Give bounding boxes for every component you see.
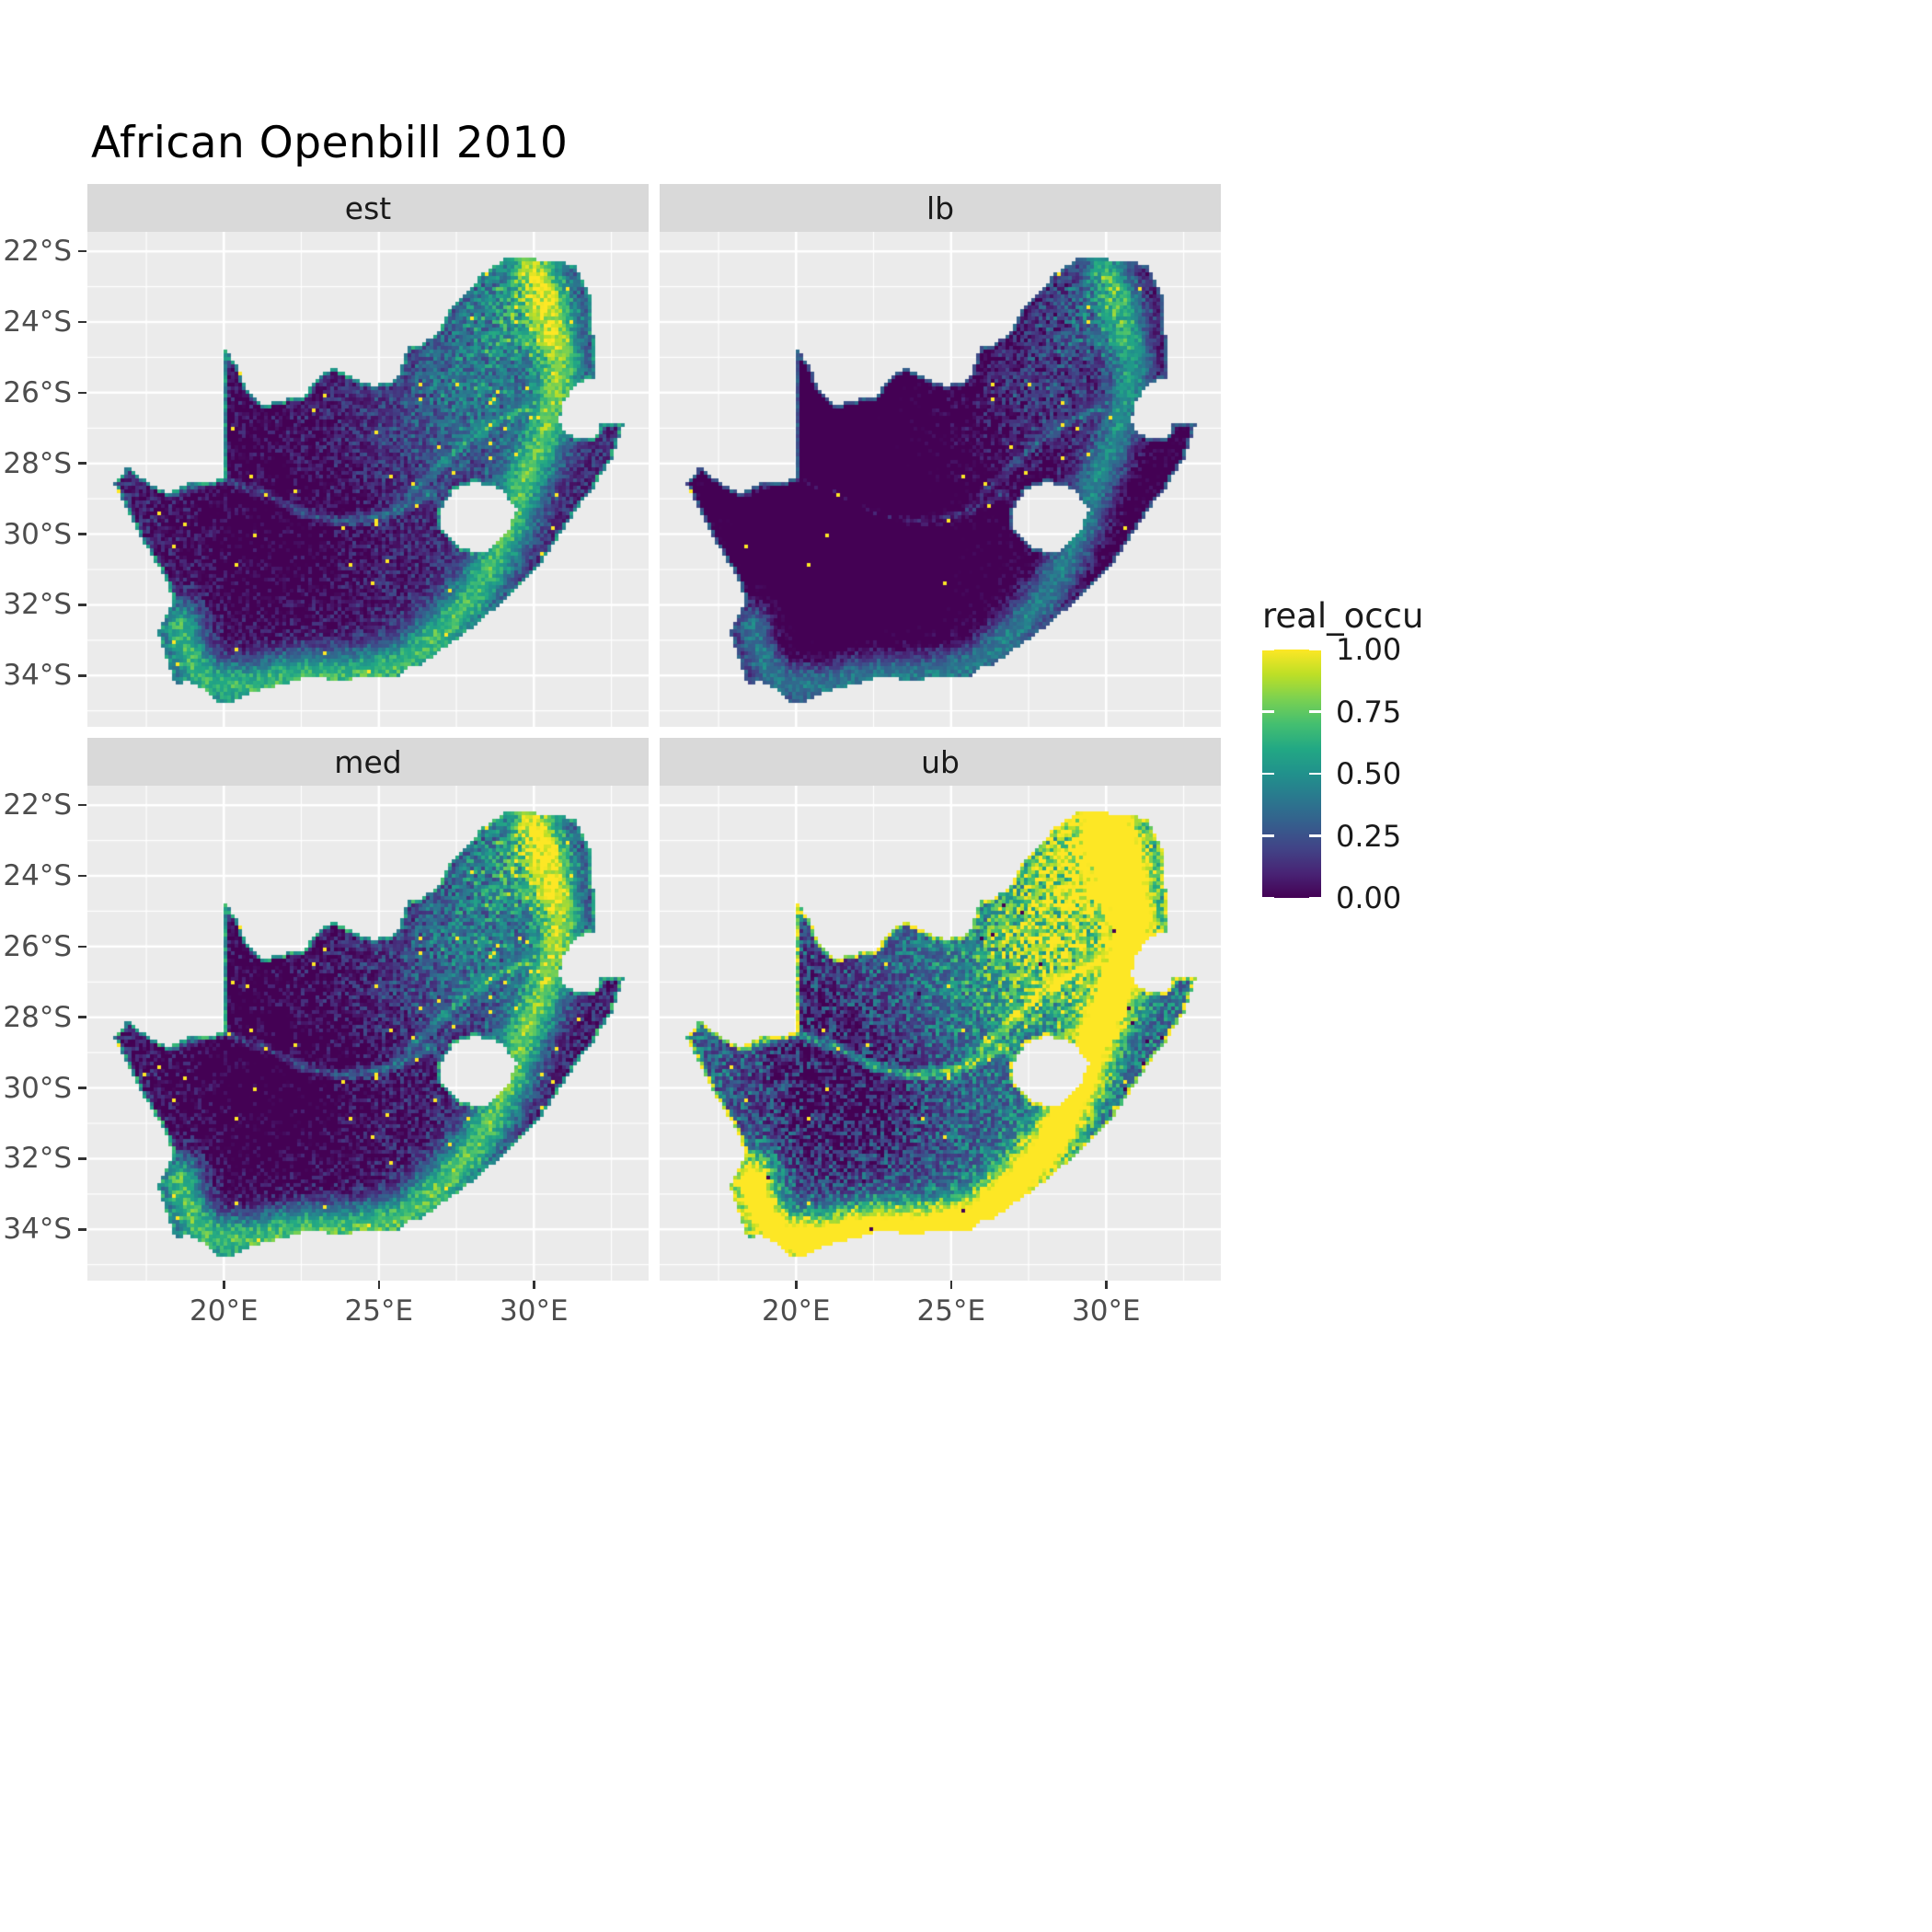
y-axis-label: 26°S [3,929,72,963]
map-canvas-ub [660,786,1221,1281]
y-axis-label: 28°S [3,1000,72,1034]
y-axis-tick [78,249,86,253]
x-axis-label: 30°E [500,1294,569,1328]
y-axis-tick [78,604,86,606]
y-axis-label: 32°S [3,1142,72,1176]
x-axis-tick [223,1281,225,1289]
facet-strip-est: est [87,184,649,232]
y-axis-label: 24°S [3,305,72,339]
y-axis-label: 34°S [3,659,72,693]
plot-title: African Openbill 2010 [91,118,569,168]
x-axis-label: 25°E [344,1294,414,1328]
y-axis-tick [78,391,86,395]
y-axis-tick [78,320,86,324]
y-axis-tick [78,1016,86,1018]
legend-tick [1309,772,1321,776]
map-canvas-lb [660,232,1221,727]
y-axis-tick [78,1087,86,1089]
legend-label: 0.25 [1336,818,1402,854]
y-axis-label: 34°S [3,1213,72,1247]
map-canvas-med [87,786,649,1281]
y-axis-tick [78,945,86,949]
y-axis-label: 22°S [3,788,72,822]
legend-tick [1309,834,1321,837]
y-axis-label: 30°S [3,517,72,551]
legend-title: real_occu [1262,596,1424,636]
legend-tick [1262,648,1274,651]
facet-panel-ub [660,786,1221,1281]
y-axis-label: 32°S [3,588,72,622]
legend-tick [1262,896,1274,900]
legend-label: 0.00 [1336,880,1402,915]
map-canvas-est [87,232,649,727]
facet-strip-med: med [87,738,649,786]
legend-label: 0.50 [1336,756,1402,791]
y-axis-tick [78,803,86,807]
y-axis-tick [78,874,86,878]
legend-tick [1309,648,1321,651]
x-axis-label: 20°E [762,1294,831,1328]
y-axis-tick [78,533,86,535]
x-axis-label: 30°E [1072,1294,1141,1328]
legend-tick [1309,710,1321,713]
y-axis-tick [78,1228,86,1231]
x-axis-label: 20°E [190,1294,259,1328]
x-axis-label: 25°E [916,1294,986,1328]
x-axis-tick [1105,1281,1108,1289]
facet-strip-ub: ub [660,738,1221,786]
y-axis-label: 28°S [3,446,72,480]
x-axis-tick [377,1281,381,1289]
legend-tick [1262,772,1274,776]
y-axis-label: 30°S [3,1071,72,1105]
x-axis-tick [533,1281,535,1289]
legend-tick [1309,896,1321,900]
legend-label: 1.00 [1336,632,1402,667]
facet-panel-med [87,786,649,1281]
facet-strip-lb: lb [660,184,1221,232]
y-axis-label: 24°S [3,858,72,892]
x-axis-tick [795,1281,798,1289]
facet-panel-lb [660,232,1221,727]
x-axis-tick [949,1281,953,1289]
y-axis-tick [78,1157,86,1160]
legend-label: 0.75 [1336,694,1402,730]
y-axis-label: 26°S [3,375,72,409]
legend-tick [1262,834,1274,837]
facet-panel-est [87,232,649,727]
y-axis-tick [78,462,86,465]
y-axis-label: 22°S [3,235,72,269]
legend-tick [1262,710,1274,713]
y-axis-tick [78,674,86,677]
